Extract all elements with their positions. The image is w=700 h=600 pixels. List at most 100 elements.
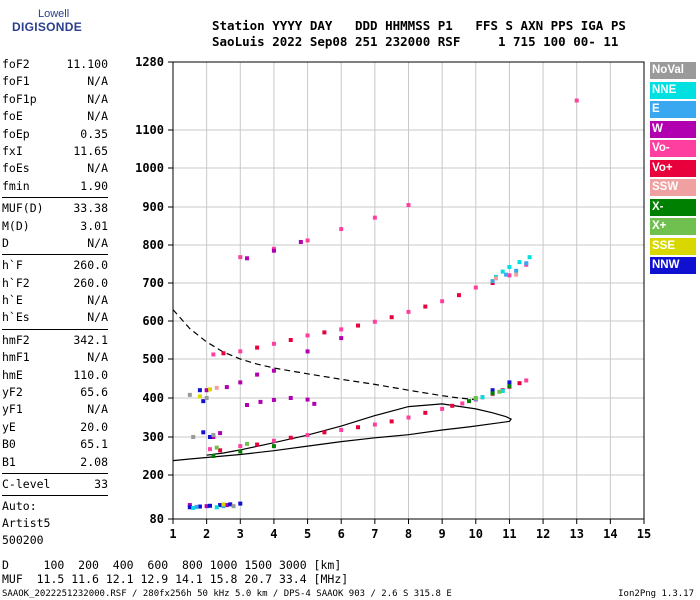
param-row: h`F 260.0 — [2, 257, 108, 274]
echo-point — [490, 279, 495, 284]
param-row: hmF1 N/A — [2, 349, 108, 366]
echo-point — [271, 341, 276, 346]
echo-point — [467, 399, 472, 404]
param-row: MUF(D) 33.38 — [2, 200, 108, 217]
echo-point — [527, 255, 532, 260]
echo-point — [238, 380, 243, 385]
virtual-height-curve — [172, 309, 476, 401]
legend-item: NNE — [650, 81, 696, 99]
param-label: M(D) — [2, 218, 30, 233]
divider — [2, 328, 108, 330]
echo-point — [514, 268, 519, 273]
param-value: N/A — [87, 293, 108, 308]
echo-point — [473, 396, 478, 400]
echo-point — [298, 239, 303, 244]
param-value: 342.1 — [73, 332, 108, 347]
echo-point — [460, 401, 465, 406]
echo-point — [406, 203, 411, 208]
legend-item: X- — [650, 198, 696, 216]
param-row: B0 65.1 — [2, 436, 108, 453]
echo-point — [231, 504, 236, 509]
echo-point — [305, 238, 310, 243]
echo-point — [490, 391, 495, 396]
echo-point — [224, 385, 229, 390]
param-value: N/A — [87, 109, 108, 124]
echo-point — [574, 98, 579, 103]
echo-point — [339, 327, 344, 332]
legend-item: E — [650, 101, 696, 118]
x-tick-label: 9 — [439, 527, 446, 541]
echo-point — [211, 454, 216, 458]
legend-item: NoVal — [650, 62, 696, 79]
divider — [2, 197, 108, 199]
echo-point — [238, 444, 243, 449]
param-row: M(D) 3.01 — [2, 218, 108, 235]
file-info: SAAOK_2022251232000.RSF / 280fx256h 50 k… — [2, 589, 452, 599]
param-label: hmF1 — [2, 350, 30, 365]
param-label: h`E — [2, 293, 23, 308]
echo-point — [211, 433, 216, 438]
echo-point — [238, 349, 243, 354]
x-tick-label: 14 — [603, 527, 617, 541]
param-label: foEs — [2, 161, 30, 176]
muf-table: D 100 200 400 600 800 1000 1500 3000 [km… — [2, 558, 348, 586]
echo-point — [228, 502, 233, 507]
param-value: 110.0 — [73, 367, 108, 382]
param-value: 0.35 — [80, 126, 108, 141]
y-tick-label: 900 — [142, 200, 164, 214]
param-label: h`F — [2, 258, 23, 273]
param-row: yE 20.0 — [2, 419, 108, 436]
echo-point — [507, 265, 512, 270]
param-value: 1.90 — [80, 178, 108, 193]
echo-point — [493, 276, 498, 281]
parameter-panel: foF2 11.100 foF1 N/A foF1p N/A foE N/A foEp 0.35 f… — [2, 56, 108, 549]
echo-point — [517, 381, 522, 386]
echo-point — [201, 399, 206, 404]
y-tick-label: 600 — [142, 314, 164, 328]
y-tick-label: 300 — [142, 430, 164, 444]
param-row: foE N/A — [2, 108, 108, 125]
y-tick-label: 80 — [150, 512, 164, 526]
echo-point — [473, 285, 478, 290]
logo-line1: Lowell — [38, 8, 70, 20]
echo-point — [288, 435, 293, 440]
param-label: foF1p — [2, 91, 37, 106]
clevel-value: 33 — [94, 476, 108, 491]
echo-point — [322, 330, 327, 335]
echo-point — [197, 504, 202, 509]
echo-point — [197, 394, 202, 399]
echo-point — [423, 410, 428, 415]
logo-line2: DIGISONDE — [12, 20, 83, 34]
echo-point — [305, 397, 310, 402]
echo-point — [204, 396, 209, 400]
echo-point — [517, 260, 522, 265]
echo-point — [214, 445, 219, 450]
param-label: foEp — [2, 126, 30, 141]
echo-point — [450, 403, 455, 408]
echo-point — [238, 501, 243, 506]
echo-point — [218, 431, 223, 436]
param-row: foF2 11.100 — [2, 56, 108, 73]
y-tick-label: 400 — [142, 391, 164, 405]
param-group-1: foF2 11.100 foF1 N/A foF1p N/A foE N/A foEp 0.35 f… — [2, 56, 108, 195]
x-tick-label: 15 — [637, 527, 651, 541]
echo-point — [507, 380, 512, 385]
param-value: 20.0 — [80, 419, 108, 434]
param-row: h`Es N/A — [2, 309, 108, 326]
echo-point — [194, 504, 199, 509]
echo-point — [245, 403, 250, 408]
param-row: fxI 11.65 — [2, 143, 108, 160]
echo-point — [218, 448, 223, 453]
param-label: h`F2 — [2, 275, 30, 290]
true-height-profile — [172, 403, 513, 462]
param-value: 65.6 — [80, 385, 108, 400]
auto-version: 500200 — [2, 533, 44, 548]
param-label: yF2 — [2, 385, 23, 400]
echo-point — [245, 256, 250, 261]
param-row: yF2 65.6 — [2, 384, 108, 401]
plot-grid — [172, 61, 645, 520]
echo-point — [406, 415, 411, 420]
param-value: 11.65 — [73, 143, 108, 158]
param-value: 3.01 — [80, 218, 108, 233]
echo-point — [204, 504, 209, 509]
